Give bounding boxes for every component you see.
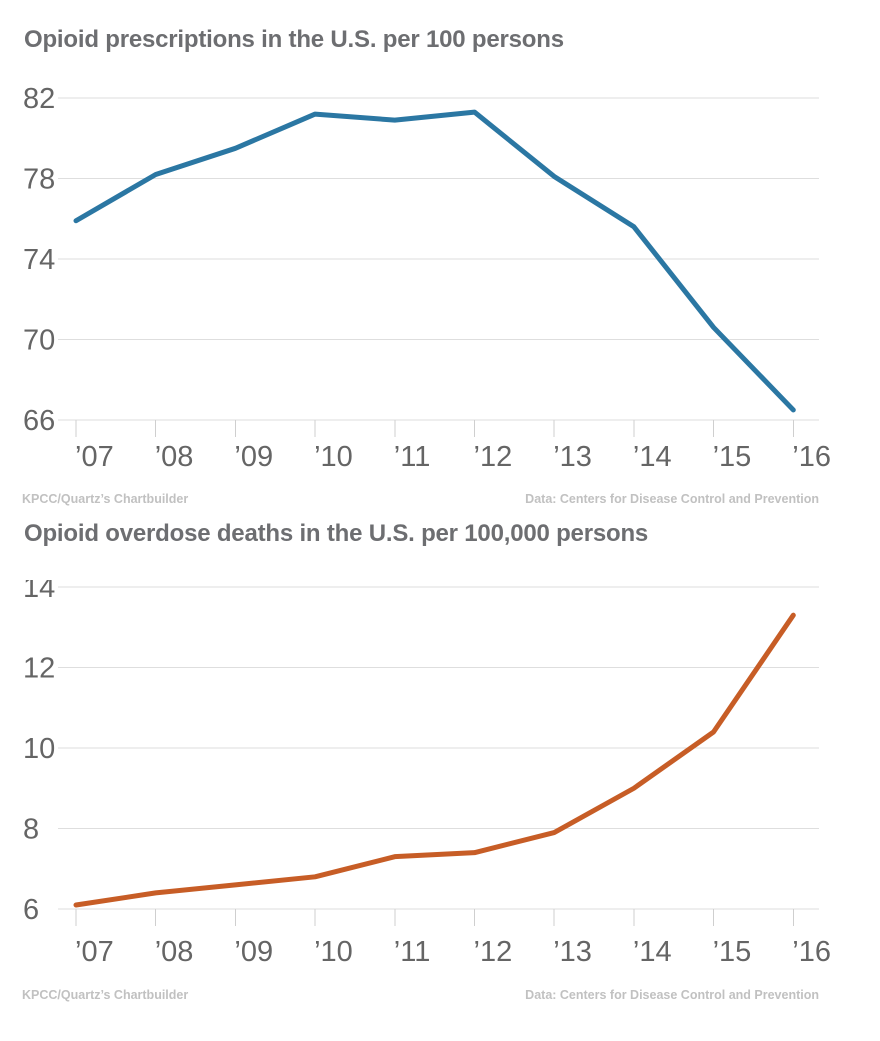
x-axis-label: ’16 <box>792 441 831 473</box>
x-axis-label: ’14 <box>633 936 672 968</box>
x-axis-label: ’10 <box>314 441 353 473</box>
y-axis-label: 12 <box>23 653 55 685</box>
y-axis-label: 66 <box>23 405 55 437</box>
prescriptions-chart-title: Opioid prescriptions in the U.S. per 100… <box>24 26 564 53</box>
x-axis-label: ’09 <box>234 936 273 968</box>
x-axis-label: ’14 <box>633 441 672 473</box>
x-axis-label: ’07 <box>75 441 114 473</box>
x-axis-label: ’11 <box>394 441 431 473</box>
overdose-deaths-chart-title: Opioid overdose deaths in the U.S. per 1… <box>24 520 649 547</box>
x-axis-label: ’12 <box>474 441 513 473</box>
x-axis-label: ’16 <box>792 936 831 968</box>
x-axis-label: ’13 <box>553 441 592 473</box>
prescriptions-line-chart: 82 78 74 70 66 ’07 ’08 ’09 ’10 ’11 ’12 ’13 ’14 ’15 ’16 <box>23 84 831 473</box>
x-axis-label: ’09 <box>234 441 273 473</box>
overdose-deaths-line-chart: 14 12 10 8 6 ’07 ’08 ’09 ’10 ’11 ’12 ’13 ’14 ’15 ’16 <box>23 580 831 968</box>
data-source-credit: Data: Centers for Disease Control and Pr… <box>525 492 819 506</box>
x-axis-label: ’13 <box>553 936 592 968</box>
data-line <box>73 109 796 413</box>
data-source-credit: Data: Centers for Disease Control and Pr… <box>525 988 819 1002</box>
x-axis-label: ’15 <box>713 936 752 968</box>
x-axis-label: ’11 <box>394 936 431 968</box>
x-axis-label: ’10 <box>314 936 353 968</box>
data-line <box>73 612 796 908</box>
overdose-deaths-chart-credits: KPCC/Quartz’s Chartbuilder Data: Centers… <box>22 988 819 1002</box>
y-axis-label: 8 <box>23 814 39 846</box>
y-axis-label: 10 <box>23 733 55 765</box>
y-axis-label: 74 <box>23 244 55 276</box>
x-axis-label: ’07 <box>75 936 114 968</box>
y-axis-label: 70 <box>23 325 55 357</box>
y-axis-label: 78 <box>23 164 55 196</box>
x-axis-label: ’08 <box>155 441 194 473</box>
x-axis-label: ’08 <box>155 936 194 968</box>
x-axis-label: ’12 <box>474 936 513 968</box>
y-axis-label: 14 <box>23 580 55 604</box>
chartbuilder-credit: KPCC/Quartz’s Chartbuilder <box>22 988 189 1002</box>
y-axis-label: 82 <box>23 84 55 115</box>
y-axis-label: 6 <box>23 894 39 926</box>
x-axis-label: ’15 <box>713 441 752 473</box>
prescriptions-chart-credits: KPCC/Quartz’s Chartbuilder Data: Centers… <box>22 492 819 506</box>
chartbuilder-credit: KPCC/Quartz’s Chartbuilder <box>22 492 189 506</box>
